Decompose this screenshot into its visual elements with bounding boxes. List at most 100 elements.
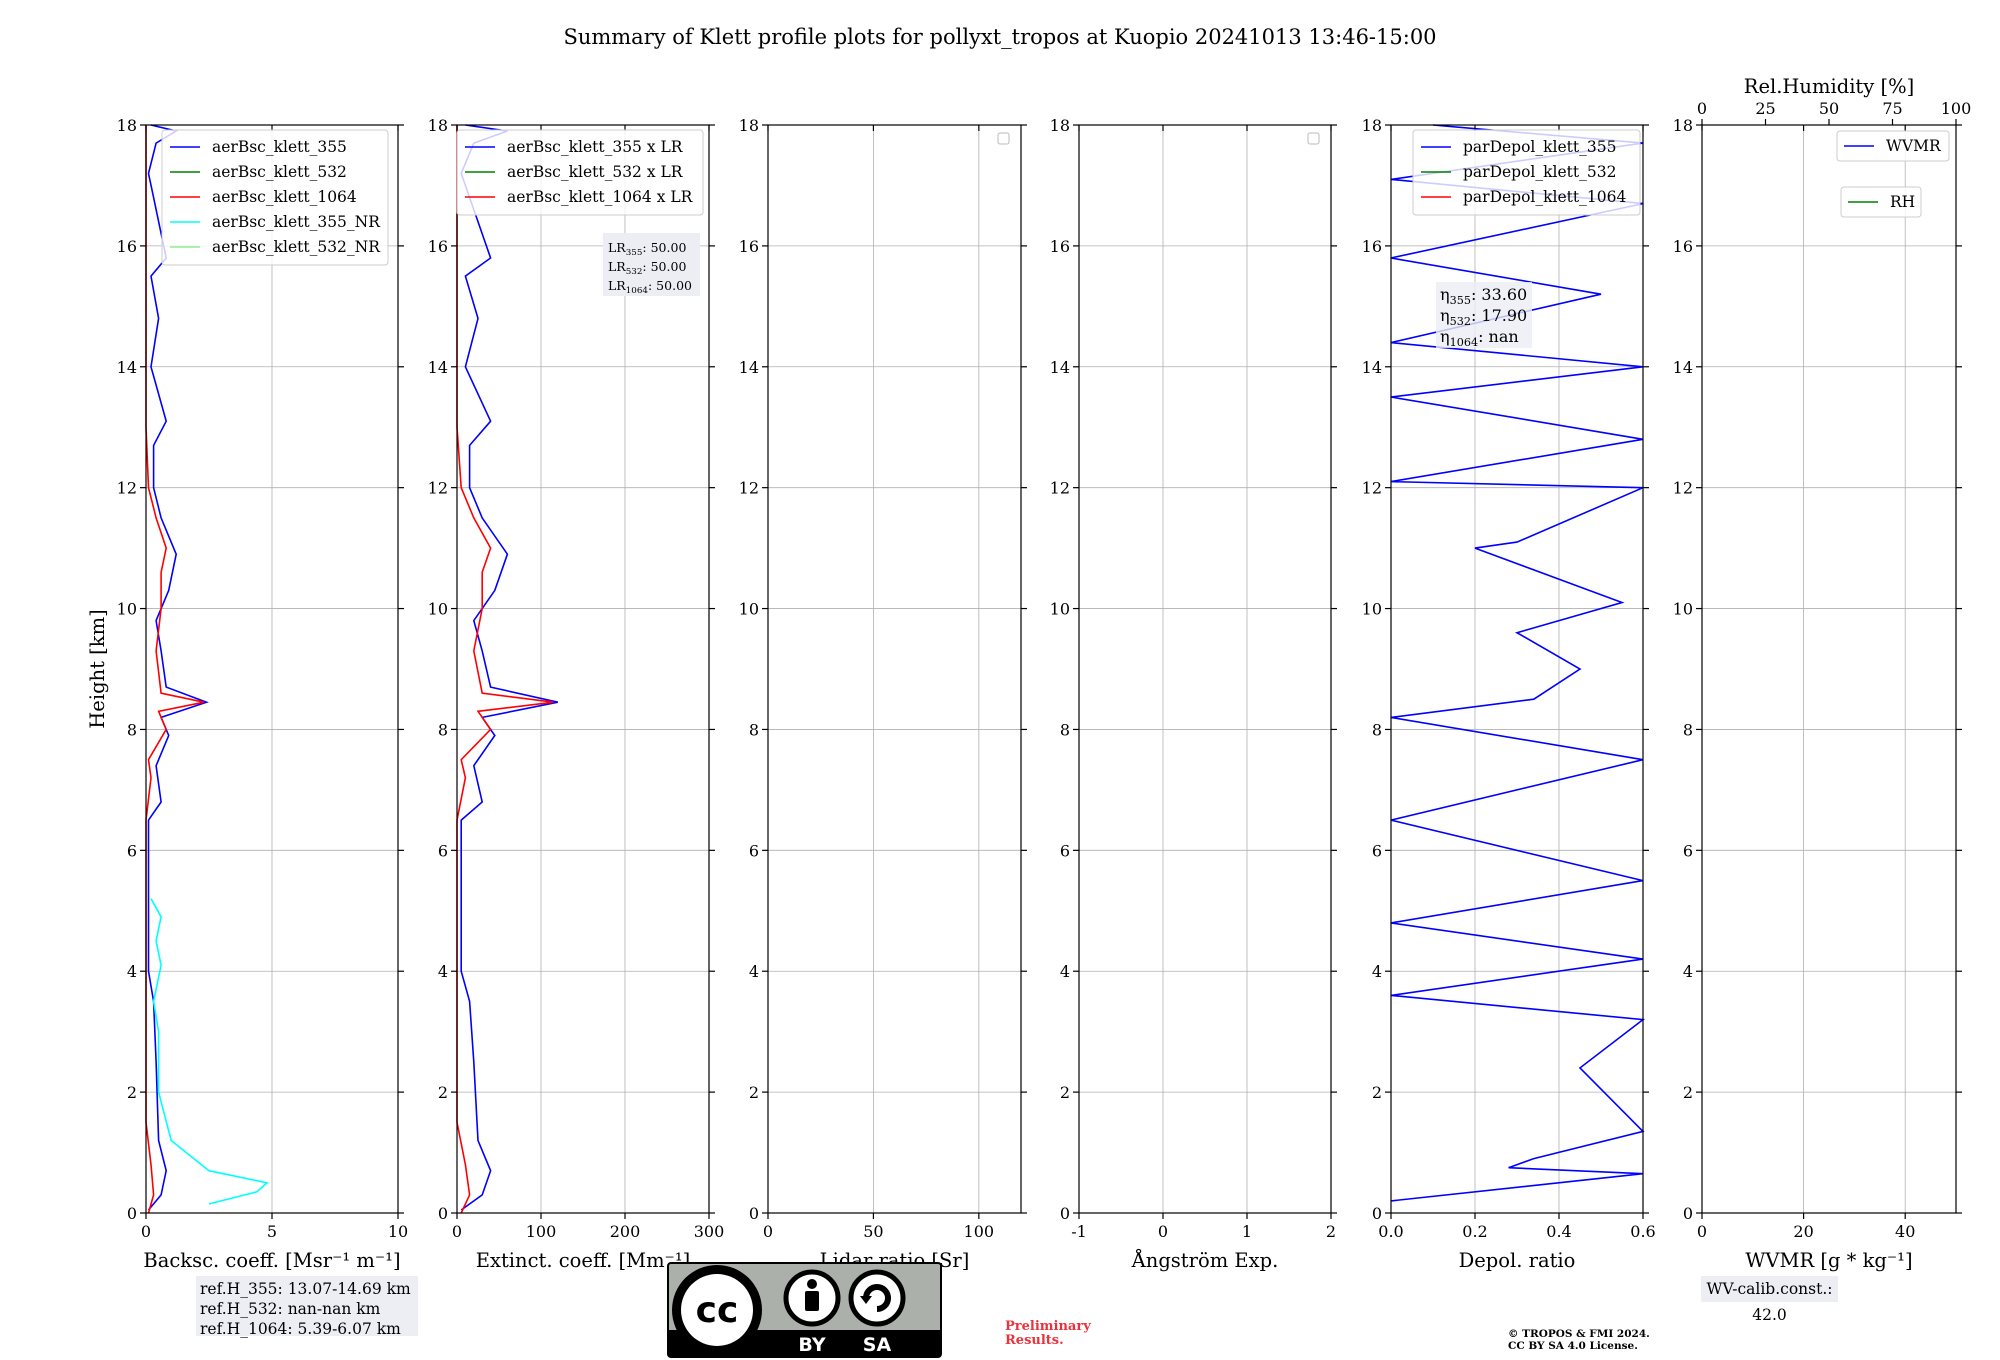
y-tick-label: 14 xyxy=(739,358,759,377)
y-tick-label: 6 xyxy=(127,841,137,860)
x-tick-label: 100 xyxy=(964,1222,995,1241)
legend-box xyxy=(161,129,389,266)
lidar-ratio-box-bg xyxy=(603,233,700,296)
legend-entry: aerBsc_klett_355 x LR xyxy=(507,138,684,156)
y-tick-label: 16 xyxy=(739,237,759,256)
chart-title: Summary of Klett profile plots for polly… xyxy=(563,25,1436,49)
y-tick-label: 10 xyxy=(1673,600,1693,619)
by-label: BY xyxy=(798,1334,825,1356)
y-tick-label: 10 xyxy=(117,600,137,619)
y-tick-label: 4 xyxy=(438,962,448,981)
y-tick-label: 16 xyxy=(1362,237,1382,256)
reference-height-box: ref.H_355: 13.07-14.69 km ref.H_532: nan… xyxy=(196,1276,418,1338)
y-tick-label: 14 xyxy=(1050,358,1070,377)
legend-entry: aerBsc_klett_355_NR xyxy=(212,213,381,231)
x-axis-label: Ångström Exp. xyxy=(1131,1247,1279,1272)
axes-frame xyxy=(767,124,1022,1214)
preliminary-line-1: Preliminary xyxy=(1005,1319,1091,1334)
eta-text: η1064: nan xyxy=(1440,327,1519,349)
ref-height-355: ref.H_355: 13.07-14.69 km xyxy=(200,1280,411,1298)
y-tick-label: 6 xyxy=(1683,841,1693,860)
empty-legend xyxy=(997,132,1010,145)
series-line xyxy=(456,125,554,1214)
legend-box xyxy=(1840,186,1922,218)
series-line xyxy=(147,124,209,1211)
panel-1: 0 2 4 6 8 10 12 14 16 18 0 5 10 Backsc. coeff. [Msr⁻¹… xyxy=(117,116,409,1272)
top-x-tick-label: 75 xyxy=(1882,99,1902,118)
y-tick-label: 16 xyxy=(1673,237,1693,256)
eta-text: η532: 17.90 xyxy=(1440,306,1527,328)
x-tick-label: 0 xyxy=(763,1222,773,1241)
attribution-icon-body xyxy=(805,1291,819,1311)
legend-entry: RH xyxy=(1890,193,1915,211)
y-tick-label: 10 xyxy=(739,600,759,619)
y-tick-label: 8 xyxy=(749,720,759,739)
y-tick-label: 6 xyxy=(1060,841,1070,860)
legend-entry: aerBsc_klett_532 x LR xyxy=(507,163,684,181)
legend-entry: parDepol_klett_532 xyxy=(1463,163,1616,181)
share-alike-arrow xyxy=(860,1296,872,1304)
axes-frame xyxy=(456,124,710,1214)
y-tick-label: 6 xyxy=(1372,841,1382,860)
legend-entry: aerBsc_klett_355 xyxy=(212,138,347,156)
legend-entry: aerBsc_klett_1064 xyxy=(212,188,357,206)
preliminary-note: Preliminary Results. xyxy=(1005,1320,1091,1348)
y-tick-label: 14 xyxy=(117,358,137,377)
axes-frame xyxy=(1390,124,1644,1214)
x-tick-label: 0.6 xyxy=(1630,1222,1655,1241)
y-tick-label: 10 xyxy=(428,600,448,619)
top-x-tick-label: 25 xyxy=(1755,99,1775,118)
legend-entry: WVMR xyxy=(1886,137,1942,155)
legend-entry: aerBsc_klett_532 xyxy=(212,163,347,181)
legend: aerBsc_klett_355 aerBsc_klett_532 aerBsc_k… xyxy=(161,129,389,266)
wv-calib-box: WV-calib.const.: 42.0 xyxy=(1701,1276,1838,1324)
y-tick-label: 18 xyxy=(428,116,448,135)
y-tick-label: 8 xyxy=(127,720,137,739)
top-x-tick-label: 100 xyxy=(1941,99,1972,118)
series-line xyxy=(460,124,558,1211)
x-tick-label: 0.0 xyxy=(1378,1222,1403,1241)
x-tick-label: 200 xyxy=(610,1222,641,1241)
cc-logo-text: cc xyxy=(696,1290,739,1331)
y-tick-label: 4 xyxy=(749,962,759,981)
y-tick-label: 18 xyxy=(117,116,137,135)
y-tick-label: 0 xyxy=(1060,1204,1070,1223)
preliminary-line-2: Results. xyxy=(1005,1333,1064,1348)
y-tick-label: 12 xyxy=(428,479,448,498)
y-tick-label: 6 xyxy=(438,841,448,860)
axes-frame xyxy=(1078,124,1332,1214)
y-tick-label: 8 xyxy=(1683,720,1693,739)
eta-box-bg xyxy=(1436,282,1532,348)
x-tick-label: 50 xyxy=(863,1222,883,1241)
y-tick-label: 12 xyxy=(1050,479,1070,498)
copyright-note: © TROPOS & FMI 2024. CC BY SA 4.0 Licens… xyxy=(1508,1328,1650,1352)
y-tick-label: 2 xyxy=(1683,1083,1693,1102)
x-tick-label: 0 xyxy=(1158,1222,1168,1241)
lidar-ratio-text: LR1064: 50.00 xyxy=(608,278,692,296)
y-tick-label: 18 xyxy=(1362,116,1382,135)
legend-box xyxy=(1412,129,1641,216)
y-tick-label: 18 xyxy=(739,116,759,135)
x-tick-label: 0.2 xyxy=(1462,1222,1487,1241)
y-tick-label: 8 xyxy=(1372,720,1382,739)
x-tick-label: 100 xyxy=(526,1222,557,1241)
legend-entry: aerBsc_klett_532_NR xyxy=(212,238,381,256)
y-tick-label: 18 xyxy=(1050,116,1070,135)
y-tick-label: 8 xyxy=(1060,720,1070,739)
legend-entry: parDepol_klett_1064 xyxy=(1463,188,1626,206)
y-tick-label: 12 xyxy=(1673,479,1693,498)
y-tick-label: 16 xyxy=(1050,237,1070,256)
x-tick-label: 1 xyxy=(1242,1222,1252,1241)
top-axis-label: Rel.Humidity [%] xyxy=(1744,75,1914,98)
series-line xyxy=(150,898,269,1205)
copyright-line-2: CC BY SA 4.0 License. xyxy=(1508,1340,1638,1352)
y-tick-label: 14 xyxy=(428,358,448,377)
x-tick-label: 0 xyxy=(141,1222,151,1241)
x-tick-label: 300 xyxy=(694,1222,725,1241)
y-tick-label: 8 xyxy=(438,720,448,739)
cc-by-sa-license-badge: cc BY SA xyxy=(667,1262,942,1358)
